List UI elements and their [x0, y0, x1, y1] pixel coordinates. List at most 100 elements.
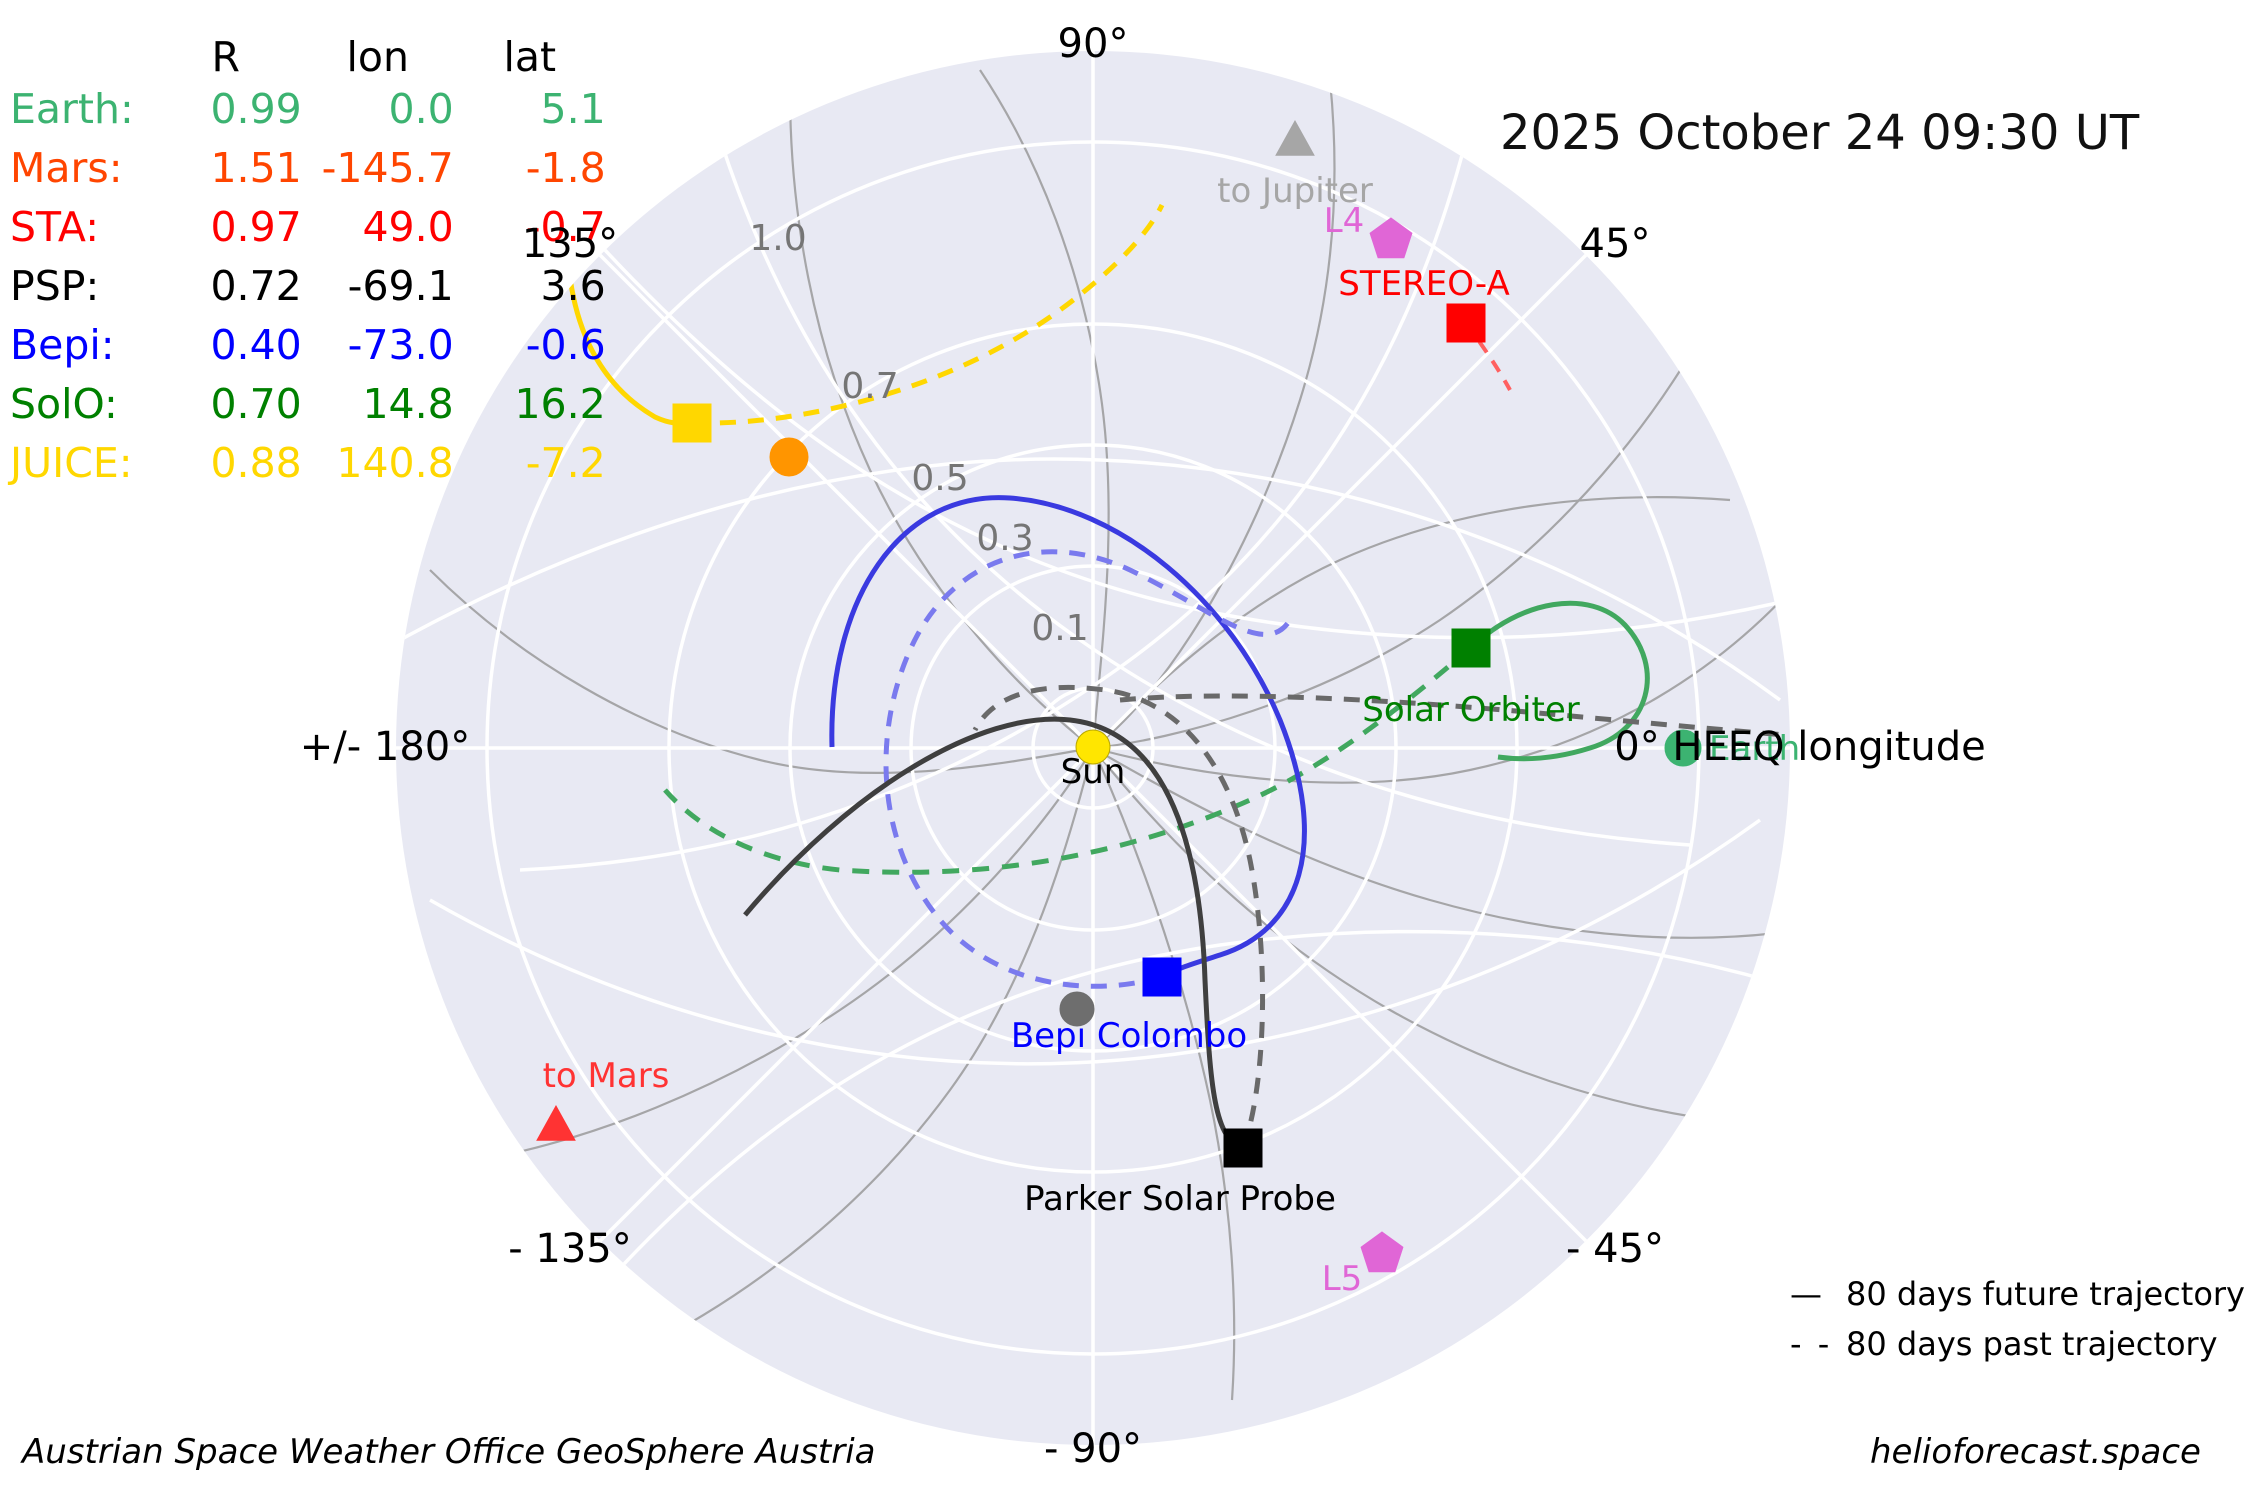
label-to-jupiter: to Jupiter: [1217, 171, 1373, 211]
marker-sun: [1075, 729, 1111, 765]
cell-lat: 16.2: [514, 380, 606, 428]
marker-bepi-colombo: [1142, 957, 1182, 997]
label-to-mars: to Mars: [543, 1056, 670, 1096]
cell-lat: 5.1: [540, 85, 606, 133]
marker-venus: [769, 437, 809, 477]
cell-lon: -73.0: [347, 321, 454, 369]
cell-R: 0.88: [210, 439, 302, 487]
legend-dashed-line-icon: - -: [1790, 1325, 1833, 1363]
label-earth: Earth: [1709, 729, 1800, 769]
marker-parker-solar-probe: [1223, 1128, 1263, 1168]
cell-lat: -0.6: [525, 321, 606, 369]
angle-tick: 90°: [1057, 21, 1129, 67]
label-solar-orbiter: Solar Orbiter: [1362, 690, 1579, 730]
figure-title: 2025 October 24 09:30 UT: [1500, 105, 2140, 161]
marker-stereo-a: [1446, 303, 1486, 343]
label-sun: Sun: [1061, 752, 1126, 792]
table-row: STA: 0.97 49.0 -0.7: [10, 198, 606, 257]
cell-lat: 3.6: [540, 262, 606, 310]
angle-tick: 0° HEEQ longitude: [1614, 724, 1986, 770]
cell-R: 0.40: [210, 321, 302, 369]
radial-tick: 1.0: [749, 218, 806, 259]
marker-solar-orbiter: [1451, 628, 1491, 668]
trajectory-psp-past: [972, 684, 1266, 1149]
cell-lat: -7.2: [525, 439, 606, 487]
table-row: Mars: 1.51 -145.7 -1.8: [10, 139, 606, 198]
cell-name: SolO:: [10, 380, 118, 428]
cell-lon: -69.1: [347, 262, 454, 310]
col-lat: lat: [503, 33, 557, 81]
label-bepi-colombo: Bepi Colombo: [1011, 1016, 1247, 1056]
table-row: Earth: 0.99 0.0 5.1: [10, 80, 606, 139]
cell-name: Bepi:: [10, 321, 115, 369]
marker-to-mars: [536, 1104, 576, 1141]
marker-to-jupiter: [1275, 119, 1315, 156]
col-R: R: [211, 33, 241, 81]
table-header-row: R lon lat: [10, 36, 606, 80]
angle-tick: 135°: [521, 221, 619, 267]
table-row: PSP: 0.72 -69.1 3.6: [10, 257, 606, 316]
table-row: Bepi: 0.40 -73.0 -0.6: [10, 316, 606, 375]
cell-name: Earth:: [10, 85, 134, 133]
marker-l4: [1369, 217, 1413, 259]
trajectory-psp-future: [743, 716, 1244, 1151]
angle-tick: - 90°: [1043, 1426, 1143, 1472]
cell-R: 0.70: [210, 380, 302, 428]
cell-R: 0.72: [210, 262, 302, 310]
cell-R: 0.99: [210, 85, 302, 133]
table-row: SolO: 0.70 14.8 16.2: [10, 375, 606, 434]
marker-earth: [1664, 729, 1702, 767]
legend-future-row: — 80 days future trajectory: [1790, 1275, 2245, 1313]
legend-solid-line-icon: —: [1790, 1275, 1822, 1313]
trajectory-juice-past: [691, 203, 1165, 426]
cell-name: Mars:: [10, 144, 123, 192]
cell-R: 0.97: [210, 203, 302, 251]
legend-past-label: 80 days past trajectory: [1846, 1325, 2218, 1363]
cell-lon: -145.7: [321, 144, 454, 192]
angle-tick: +/- 180°: [299, 724, 471, 770]
legend-past-row: - - 80 days past trajectory: [1790, 1325, 2218, 1363]
cell-name: STA:: [10, 203, 100, 251]
label-l5: L5: [1322, 1259, 1363, 1299]
label-parker-solar-probe: Parker Solar Probe: [1024, 1179, 1336, 1219]
marker-juice: [672, 403, 712, 443]
cell-lon: 49.0: [362, 203, 454, 251]
trajectory-bepi-future: [829, 495, 1307, 980]
parker-spiral-lines: [429, 69, 1790, 1401]
angle-tick: - 45°: [1565, 1226, 1665, 1272]
label-stereo-a: STEREO-A: [1338, 264, 1509, 304]
col-body: [10, 36, 150, 80]
footer-right: helioforecast.space: [1870, 1432, 2201, 1472]
angle-tick: - 135°: [508, 1226, 632, 1272]
col-lon: lon: [346, 33, 409, 81]
table-row: JUICE: 0.88 140.8 -7.2: [10, 434, 606, 493]
trajectory-solo-past: [663, 646, 1473, 875]
trajectory-bepi-past: [883, 549, 1293, 989]
cell-lon: 0.0: [388, 85, 454, 133]
radial-tick: 0.7: [841, 366, 898, 407]
legend-future-label: 80 days future trajectory: [1846, 1275, 2245, 1313]
trajectory-psp-past-outer: [1119, 693, 1790, 743]
positions-table: R lon lat Earth: 0.99 0.0 5.1 Mars: 1.51 -145.…: [10, 36, 606, 493]
projection-arcs: [399, 69, 1790, 1292]
marker-mercury: [1059, 991, 1095, 1027]
footer-left: Austrian Space Weather Office GeoSphere …: [22, 1432, 876, 1472]
trajectory-solo-future: [1469, 600, 1650, 762]
cell-R: 1.51: [210, 144, 302, 192]
radial-tick-labels: 1.0 0.7 0.50.3 0.1: [749, 218, 1088, 649]
cell-lon: 140.8: [336, 439, 454, 487]
cell-lat: -1.8: [525, 144, 606, 192]
radial-tick: 0.3: [976, 518, 1033, 559]
cell-lat: -0.7: [525, 203, 606, 251]
marker-l5: [1360, 1231, 1404, 1273]
label-l4: L4: [1324, 201, 1365, 241]
cell-name: PSP:: [10, 262, 100, 310]
body-markers: Sun Earth Solar Orbiter STEREO-A Bepi Colomb…: [536, 119, 1800, 1299]
cell-name: JUICE:: [10, 439, 133, 487]
cell-lon: 14.8: [362, 380, 454, 428]
radial-tick: 0.5: [911, 458, 968, 499]
angle-tick: 45°: [1579, 221, 1651, 267]
radial-tick: 0.1: [1031, 608, 1088, 649]
